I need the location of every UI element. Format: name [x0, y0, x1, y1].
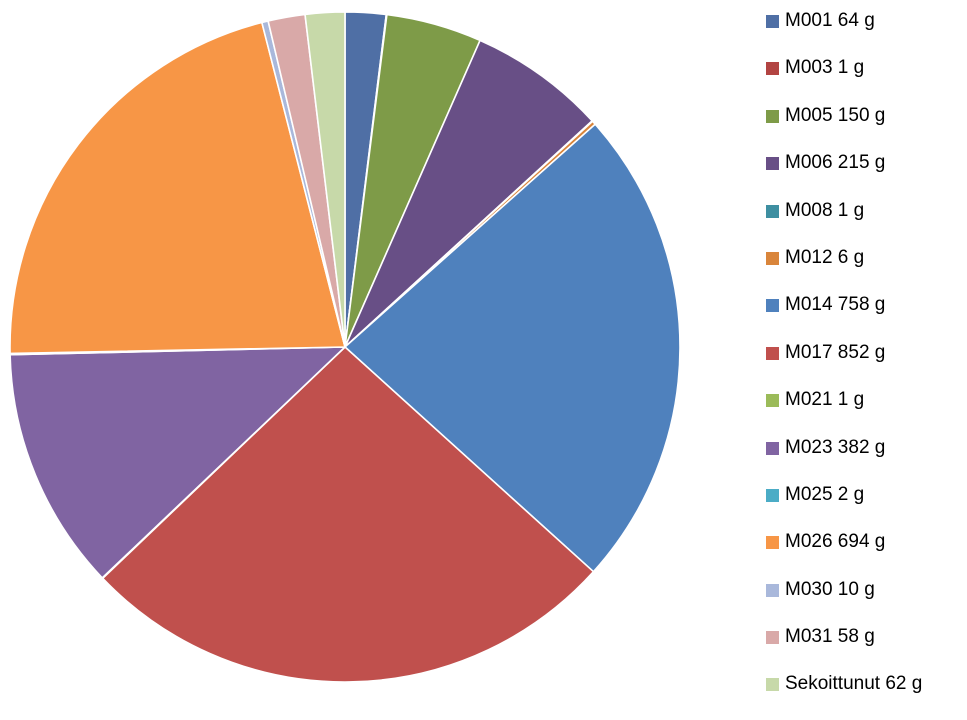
legend-item-m030: M030 10 g: [766, 578, 966, 625]
legend-item-sekoittunut: Sekoittunut 62 g: [766, 672, 966, 719]
legend-swatch: [766, 631, 779, 645]
legend-swatch: [766, 346, 779, 360]
legend-label: M001 64 g: [785, 10, 875, 31]
legend-swatch: [766, 678, 779, 692]
legend-item-m031: M031 58 g: [766, 625, 966, 672]
legend-item-m026: M026 694 g: [766, 530, 966, 577]
legend-label: M003 1 g: [785, 57, 865, 79]
pie-slice-m014: [344, 123, 681, 573]
legend-label: M008 1 g: [785, 199, 865, 221]
legend-item-m025: M025 2 g: [766, 483, 966, 530]
legend-label: M017 852 g: [785, 341, 886, 363]
legend-swatch: [766, 299, 779, 313]
legend-label: M012 6 g: [785, 246, 865, 268]
legend: M001 64 g M003 1 g M005 150 g M006 215 g M00…: [766, 9, 966, 720]
pie-slice-m023: [9, 346, 346, 579]
legend-swatch: [766, 441, 779, 455]
legend-item-m012: M012 6 g: [766, 246, 966, 293]
legend-item-m003: M003 1 g: [766, 56, 966, 103]
legend-item-m008: M008 1 g: [766, 199, 966, 246]
pie-slice-m006: [344, 39, 593, 348]
legend-item-m001: M001 64 g: [766, 9, 966, 56]
legend-item-m005: M005 150 g: [766, 104, 966, 151]
legend-swatch: [766, 204, 779, 218]
legend-item-m023: M023 382 g: [766, 436, 966, 483]
legend-swatch: [766, 536, 779, 550]
legend-label: M025 2 g: [785, 483, 865, 505]
legend-swatch: [766, 15, 779, 28]
pie-slice-m017: [101, 346, 595, 683]
legend-label: M005 150 g: [785, 104, 886, 126]
legend-swatch: [766, 488, 779, 502]
legend-swatch: [766, 394, 779, 408]
legend-item-m021: M021 1 g: [766, 388, 966, 435]
legend-item-m017: M017 852 g: [766, 341, 966, 388]
legend-swatch: [766, 583, 779, 597]
pie-chart: M001 64 g M003 1 g M005 150 g M006 215 g M00…: [9, 10, 922, 694]
legend-label: M023 382 g: [785, 436, 886, 458]
legend-item-m006: M006 215 g: [766, 151, 966, 198]
legend-label: M021 1 g: [785, 389, 865, 411]
legend-label: M026 694 g: [785, 531, 886, 553]
pie-slice-sekoittunut: [304, 11, 346, 348]
legend-label: M030 10 g: [785, 578, 875, 600]
legend-swatch: [766, 62, 779, 76]
legend-label: Sekoittunut 62 g: [785, 673, 923, 695]
pie-slice-m026: [9, 21, 346, 355]
pie-plot-area: [9, 11, 681, 683]
legend-item-m014: M014 758 g: [766, 293, 966, 340]
legend-label: M006 215 g: [785, 152, 886, 174]
legend-swatch: [766, 109, 779, 123]
legend-swatch: [766, 251, 779, 265]
legend-swatch: [766, 157, 779, 171]
legend-label: M014 758 g: [785, 294, 886, 316]
legend-label: M031 58 g: [785, 626, 875, 648]
